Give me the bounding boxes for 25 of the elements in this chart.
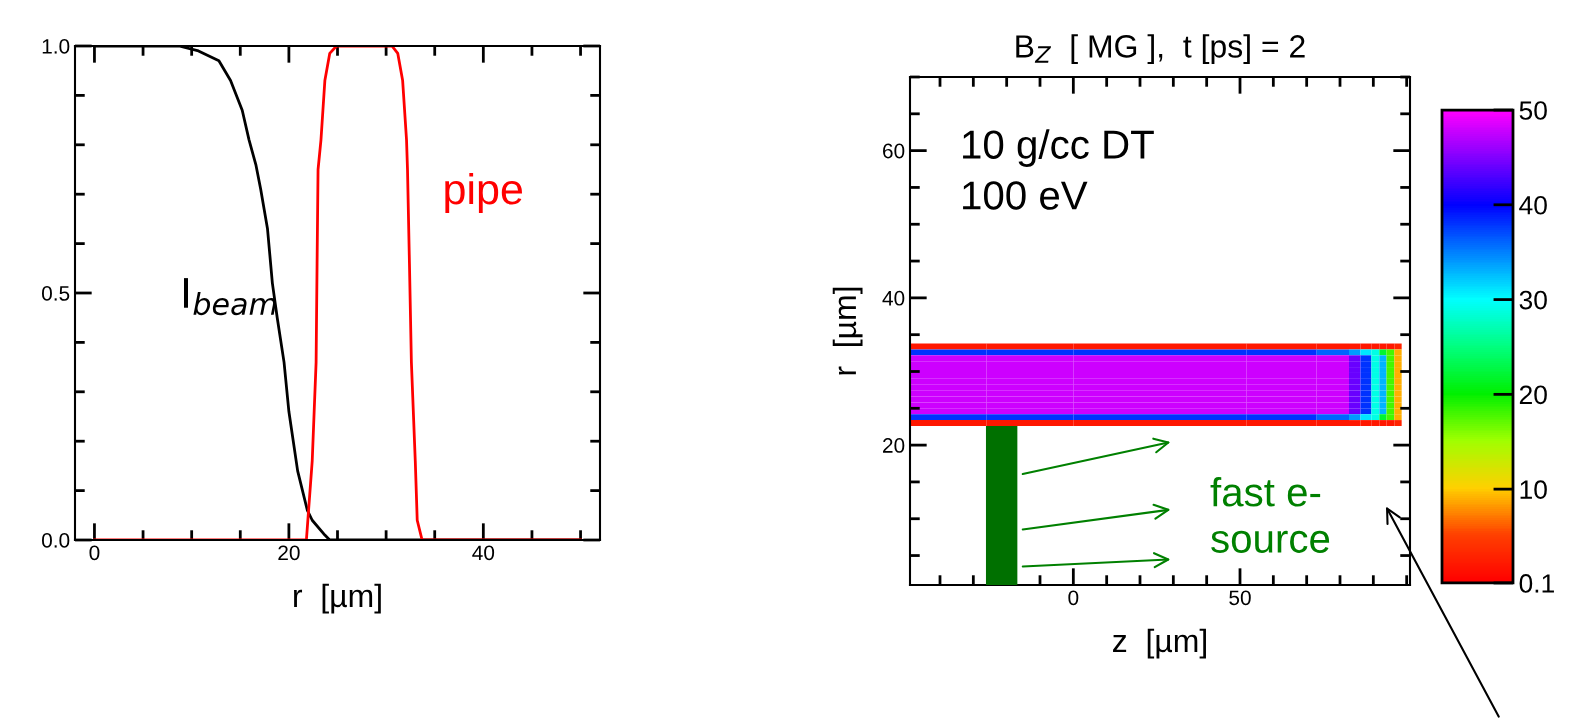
x-axis-title: z [µm] (1113, 628, 1206, 659)
x-tick-label: 20 (278, 545, 300, 561)
series-label: pipe (445, 172, 522, 214)
y-tick-label: 0.0 (41, 533, 70, 548)
x-tick-label: 0 (89, 545, 100, 561)
y-tick-label: 1.0 (42, 39, 70, 54)
chart-title: B$_{Z}$ [ MG ], t [ps] = 2 (1016, 34, 1305, 65)
y-tick-label: 0.5 (41, 286, 70, 301)
y-tick-label: 40 (882, 290, 905, 306)
x-tick-label: 40 (472, 545, 495, 561)
color-bar-label: 50 (1519, 101, 1547, 120)
x-axis-title: r [µm] (294, 583, 381, 614)
annotation: 100 eV (963, 181, 1088, 210)
y-tick-label: 60 (883, 143, 905, 159)
color-bar-label: 10 (1520, 480, 1547, 499)
color-bar-label: 20 (1519, 385, 1547, 405)
y-axis-title: r [µm] (832, 287, 863, 375)
annotation: fast e- source (1210, 477, 1330, 553)
annotation: 10 g/cc DT (963, 129, 1154, 167)
color-bar-label: 30 (1519, 290, 1547, 310)
legend-label: I$_{beam}$ (183, 278, 276, 316)
color-bar-label: 0.1 (1519, 574, 1554, 593)
y-tick-label: 20 (883, 438, 905, 453)
x-tick-label: 0 (1068, 590, 1079, 606)
color-bar-label: 40 (1519, 195, 1547, 215)
